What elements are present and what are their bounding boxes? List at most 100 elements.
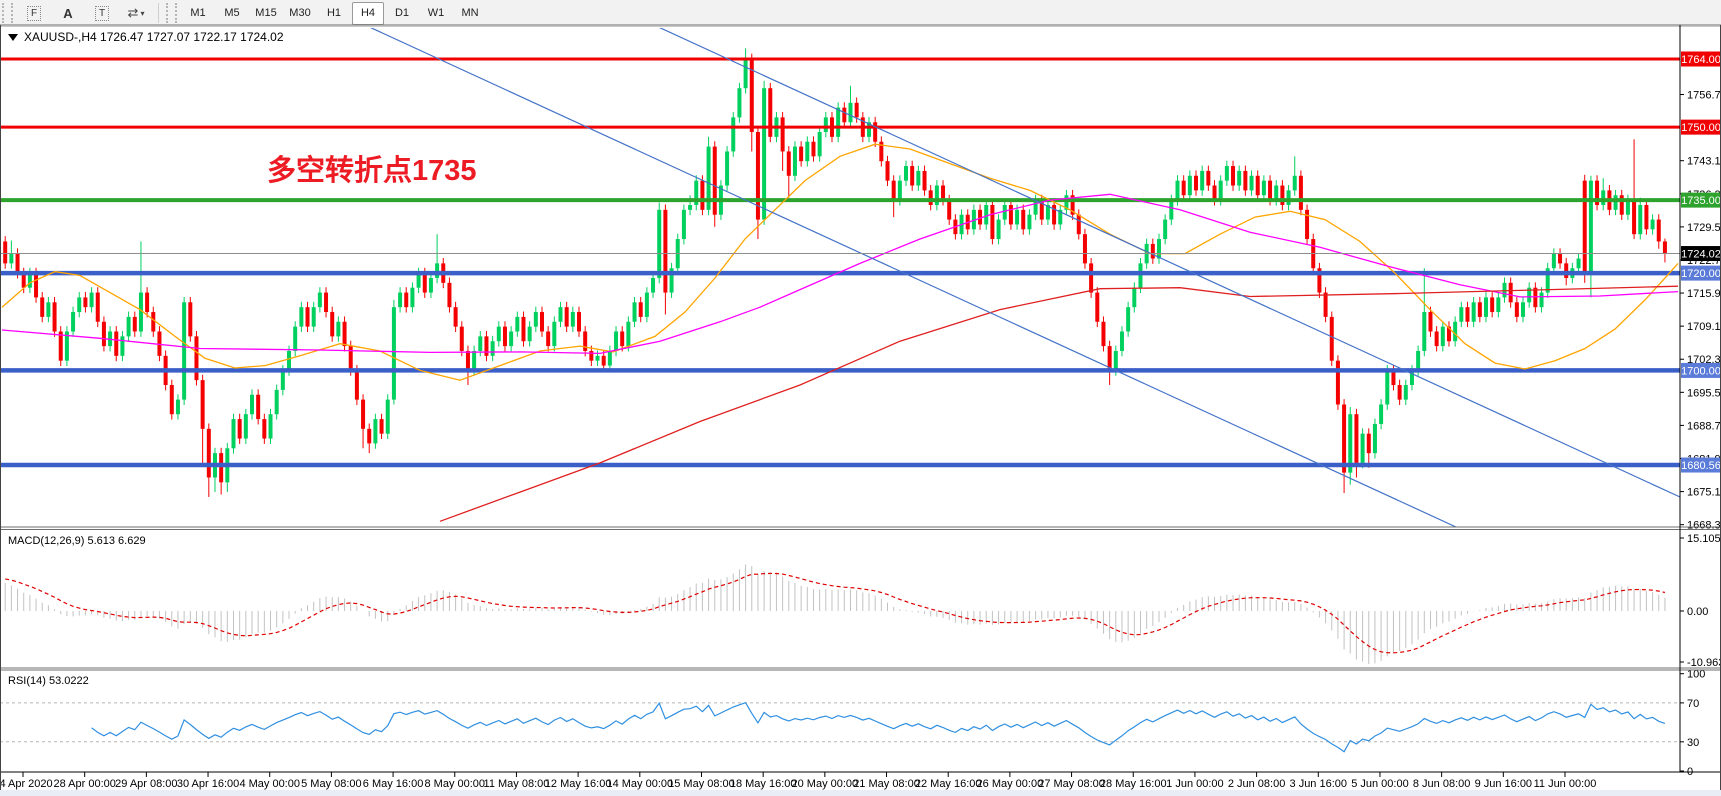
candle: [496, 321, 501, 347]
candle-body: [1446, 326, 1451, 342]
candle: [1613, 189, 1618, 216]
time-tick-label[interactable]: 8 Jun 08:00: [1413, 778, 1471, 790]
candle: [151, 306, 156, 337]
time-tick-label[interactable]: 28 Apr 00:00: [53, 778, 115, 790]
timeframe-button-h1[interactable]: H1: [326, 7, 342, 19]
timeframe-button-mn[interactable]: MN: [461, 7, 479, 19]
time-tick-label[interactable]: 30 Apr 16:00: [177, 778, 239, 790]
candle-body: [484, 336, 489, 356]
candle: [1508, 277, 1513, 308]
rsi-tick-label: 70: [1687, 698, 1699, 710]
bottom-scroll-strip[interactable]: [0, 790, 1721, 796]
time-tick-label[interactable]: 18 May 16:00: [730, 778, 797, 790]
timeframe-button-m5[interactable]: M5: [224, 7, 240, 19]
candle-body: [885, 161, 890, 181]
candle: [1286, 185, 1291, 211]
candle: [1200, 165, 1205, 196]
candle-body: [749, 59, 754, 132]
font-tool-icon[interactable]: A: [52, 2, 84, 25]
time-tick-label[interactable]: 2 Jun 08:00: [1228, 778, 1286, 790]
time-tick-label[interactable]: 5 May 08:00: [301, 778, 362, 790]
candle-body: [1280, 185, 1285, 205]
candle-body: [447, 282, 452, 308]
text-tool-icon[interactable]: T: [86, 2, 118, 25]
time-tick-label[interactable]: 24 Apr 2020: [0, 778, 53, 790]
candle-body: [570, 312, 575, 327]
time-tick-label[interactable]: 8 May 00:00: [424, 778, 485, 790]
candle: [515, 311, 520, 337]
timeframe-button-m15[interactable]: M15: [255, 7, 277, 19]
candle-body: [1021, 209, 1026, 230]
candle-body: [77, 297, 82, 313]
candle: [1428, 306, 1433, 337]
candle: [1255, 170, 1260, 201]
toolbar-drag-handle[interactable]: [2, 3, 13, 23]
candle-body: [15, 253, 20, 274]
candle: [293, 321, 298, 357]
candle-body: [465, 350, 470, 371]
candle: [1021, 204, 1026, 235]
time-tick-label[interactable]: 11 May 08:00: [484, 778, 550, 790]
timeframe-button-h4[interactable]: H4: [352, 1, 384, 25]
candle-body: [589, 350, 594, 361]
time-tick-label[interactable]: 5 Jun 00:00: [1351, 778, 1409, 790]
candle-body: [941, 185, 946, 201]
candle: [651, 272, 656, 298]
time-tick-label[interactable]: 27 May 08:00: [1038, 778, 1105, 790]
candle: [256, 389, 261, 425]
candle-body: [780, 117, 785, 152]
candle-body: [46, 302, 51, 317]
cycle-colors-icon[interactable]: ⇄ ▾: [120, 2, 152, 25]
candle-body: [1126, 307, 1131, 332]
timeframe-bar-handle[interactable]: [166, 3, 177, 23]
candle-body: [1045, 204, 1050, 220]
trendline-descending-inner[interactable]: [654, 25, 1680, 498]
candle-body: [83, 297, 88, 308]
time-tick-label[interactable]: 29 Apr 08:00: [115, 778, 177, 790]
time-tick-label[interactable]: 20 May 00:00: [792, 778, 859, 790]
price-tag-1750-00-bg: [1681, 119, 1721, 135]
candle-body: [1212, 185, 1217, 201]
candle-body: [805, 141, 810, 162]
candle: [145, 287, 150, 318]
candle: [564, 301, 569, 332]
candle: [157, 326, 162, 362]
candle-body: [700, 180, 705, 210]
candle: [274, 384, 279, 420]
time-tick-label[interactable]: 22 May 16:00: [915, 778, 982, 790]
time-tick-label[interactable]: 28 May 16:00: [1100, 778, 1167, 790]
candle: [1521, 296, 1526, 323]
time-tick-label[interactable]: 11 Jun 00:00: [1534, 778, 1597, 790]
candle-body: [1484, 297, 1488, 317]
time-tick-label[interactable]: 15 May 08:00: [668, 778, 735, 790]
timeframe-button-m1[interactable]: M1: [190, 7, 206, 19]
trendline-descending-outer[interactable]: [365, 25, 1457, 527]
time-tick-label[interactable]: 14 May 00:00: [606, 778, 673, 790]
candle: [231, 413, 236, 454]
candle: [342, 316, 347, 352]
annotation-text[interactable]: 多空转折点1735: [267, 153, 477, 187]
time-tick-label[interactable]: 6 May 16:00: [363, 778, 424, 790]
candle-body: [614, 331, 619, 351]
timeframe-button-w1[interactable]: W1: [427, 7, 445, 19]
candle-body: [1218, 180, 1223, 201]
candle: [1453, 316, 1458, 347]
time-tick-label[interactable]: 4 May 00:00: [239, 778, 300, 790]
candle: [447, 277, 452, 313]
time-tick-label[interactable]: 12 May 16:00: [545, 778, 612, 790]
candle-body: [928, 190, 933, 205]
time-tick-label[interactable]: 21 May 08:00: [853, 778, 920, 790]
candle: [459, 321, 464, 357]
time-tick-label[interactable]: 1 Jun 00:00: [1166, 778, 1224, 790]
time-tick-label[interactable]: 3 Jun 16:00: [1290, 778, 1348, 790]
time-tick-label[interactable]: 9 Jun 16:00: [1475, 778, 1533, 790]
time-tick-label[interactable]: 26 May 00:00: [977, 778, 1044, 790]
symbol-dropdown-icon[interactable]: [8, 34, 18, 41]
timeframe-button-d1[interactable]: D1: [394, 7, 410, 19]
timeframe-button-m30[interactable]: M30: [289, 7, 311, 19]
candle-body: [1632, 200, 1637, 235]
candle-body: [1064, 195, 1069, 210]
snap-grid-icon[interactable]: F: [18, 2, 50, 25]
candle-body: [379, 419, 384, 434]
